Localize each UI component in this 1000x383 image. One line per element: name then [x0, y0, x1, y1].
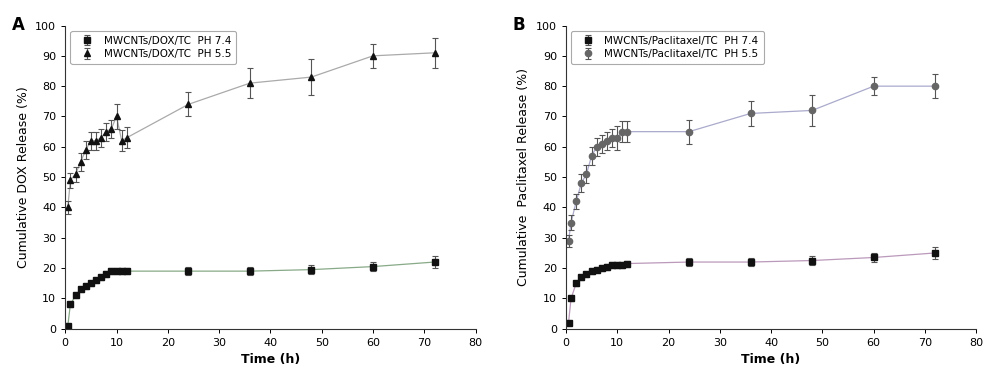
Legend: MWCNTs/DOX/TC  PH 7.4, MWCNTs/DOX/TC  PH 5.5: MWCNTs/DOX/TC PH 7.4, MWCNTs/DOX/TC PH 5…: [70, 31, 236, 64]
Y-axis label: Cumulative DOX Release (%): Cumulative DOX Release (%): [17, 86, 30, 268]
X-axis label: Time (h): Time (h): [241, 354, 300, 366]
Text: A: A: [12, 16, 25, 34]
Y-axis label: Cumulative  Paclitaxel Release (%): Cumulative Paclitaxel Release (%): [517, 68, 530, 286]
Text: +: +: [732, 34, 745, 50]
Legend: MWCNTs/Paclitaxel/TC  PH 7.4, MWCNTs/Paclitaxel/TC  PH 5.5: MWCNTs/Paclitaxel/TC PH 7.4, MWCNTs/Pacl…: [571, 31, 764, 64]
X-axis label: Time (h): Time (h): [741, 354, 801, 366]
Text: B: B: [513, 16, 525, 34]
